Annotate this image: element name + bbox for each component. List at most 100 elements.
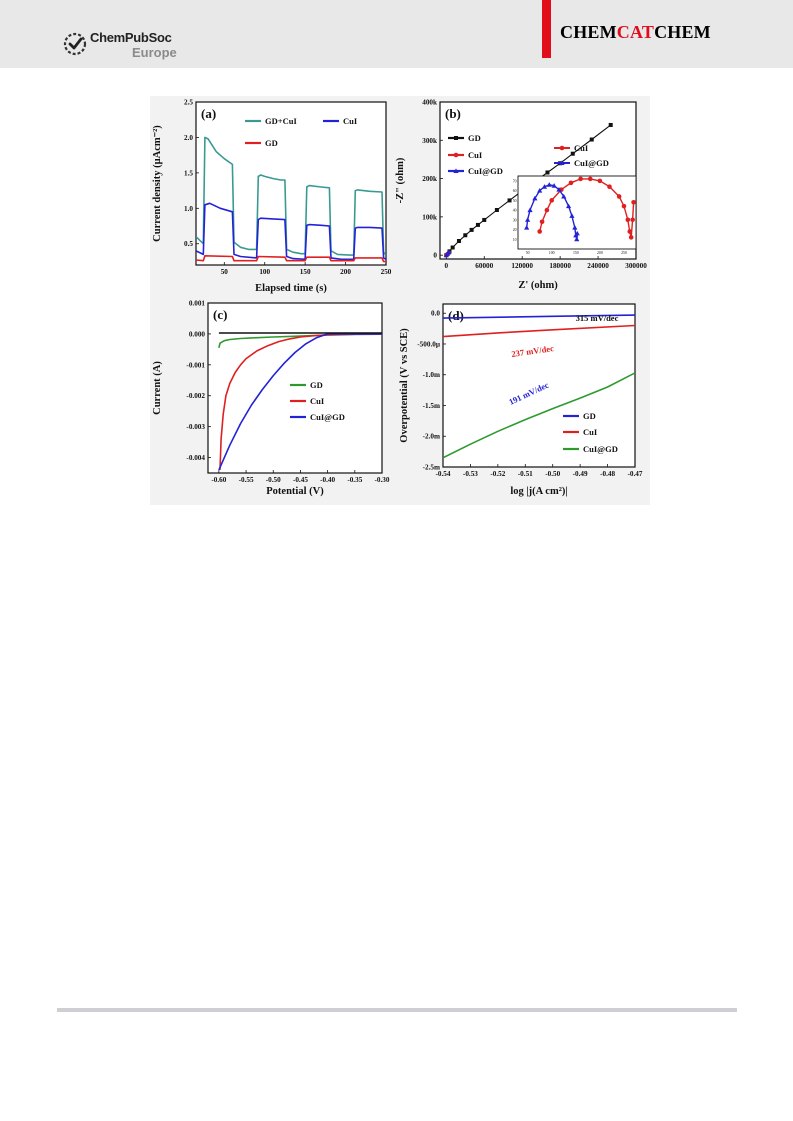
y-tick-label: -2.0m <box>423 433 440 441</box>
inset-data-point <box>537 188 543 193</box>
data-point <box>545 170 550 175</box>
inset-y-tick-label: 20 <box>513 228 517 232</box>
journal-title: CHEMCATCHEM <box>560 22 711 43</box>
x-tick-label: -0.52 <box>490 470 505 478</box>
data-point <box>494 207 499 212</box>
series-line-CuI@GD <box>218 333 382 471</box>
inset-data-point <box>539 219 545 225</box>
series-line-CuI <box>219 333 382 470</box>
publisher-name: ChemPubSoc <box>90 30 172 45</box>
panel-letter: (c) <box>213 307 227 322</box>
x-axis-label: Potential (V) <box>266 486 324 497</box>
data-point <box>463 233 468 238</box>
data-point <box>570 151 575 156</box>
inset-data-point <box>621 203 627 209</box>
inset-data-point <box>578 176 583 182</box>
y-tick-label: -500.0µ <box>417 340 441 348</box>
series-group <box>218 332 382 471</box>
legend-label: CuI@GD <box>468 166 503 176</box>
legend-marker <box>453 152 459 158</box>
legend-label: CuI@GD <box>583 444 618 454</box>
x-tick-label: -0.51 <box>518 470 533 478</box>
x-tick-label: 180000 <box>549 262 571 270</box>
inset-data-point <box>551 183 557 188</box>
inset-data-point <box>628 235 634 240</box>
plot-frame <box>207 302 383 474</box>
inset-x-tick-label: 100 <box>549 251 555 255</box>
slope-annotation: 315 mV/dec <box>576 313 619 323</box>
legend-label: GD <box>310 380 323 390</box>
x-tick-label: -0.53 <box>463 470 478 478</box>
inset-data-point <box>625 217 631 223</box>
legend-label: GD <box>468 133 481 143</box>
y-tick-label: -0.003 <box>186 423 205 431</box>
footer-divider <box>57 1008 737 1012</box>
panel-letter: (b) <box>445 106 461 121</box>
plot-frame <box>195 101 387 266</box>
x-tick-label: -0.30 <box>375 476 390 484</box>
y-tick-label: 100k <box>422 213 437 221</box>
chart-panel-1: 50 100 150 200 250 0.5 1.0 1.5 2.0 2.5 Elapsed tim… <box>152 99 392 295</box>
inset-x-tick-label: 250 <box>621 251 627 255</box>
x-tick-label: -0.49 <box>573 470 588 478</box>
data-point <box>475 222 480 227</box>
y-tick-label: 0 <box>433 252 437 260</box>
y-tick-label: 0.001 <box>189 300 206 308</box>
y-axis-label: Overpotential (V vs SCE) <box>399 328 410 443</box>
inset-data-point <box>527 207 533 213</box>
figure-panels: 50 100 150 200 250 0.5 1.0 1.5 2.0 2.5 Elapsed tim… <box>150 96 650 505</box>
y-tick-label: 300k <box>422 137 437 145</box>
chart-panel-3: -0.60 -0.55 -0.50 -0.45 -0.40 -0.35 -0.30 -0.00… <box>152 300 390 498</box>
x-tick-label: 0 <box>445 262 449 270</box>
series-line-GD <box>196 255 386 263</box>
x-tick-label: -0.35 <box>347 476 362 484</box>
inset-legend-label: CuI <box>574 143 589 153</box>
x-tick-label: 200 <box>340 268 351 276</box>
x-tick-label: 50 <box>221 268 229 276</box>
inset-data-point <box>631 199 636 205</box>
inset-data-point <box>549 198 555 203</box>
y-tick-label: -2.5m <box>423 464 440 472</box>
inset-legend-marker <box>559 160 565 165</box>
legend-label: CuI@GD <box>310 412 345 422</box>
x-tick-label: -0.55 <box>239 476 254 484</box>
x-axis-label: log |j(A cm²)| <box>510 486 567 497</box>
y-tick-label: 0.5 <box>184 240 193 248</box>
inset-y-tick-label: 30 <box>513 218 517 222</box>
x-tick-label: 120000 <box>511 262 533 270</box>
inset-data-point <box>627 229 633 234</box>
y-tick-label: 1.5 <box>184 169 193 177</box>
y-tick-label: 2.5 <box>184 99 193 107</box>
inset-data-point <box>525 217 531 222</box>
x-tick-label: -0.50 <box>545 470 560 478</box>
inset-data-point <box>561 193 567 199</box>
data-point <box>450 245 455 250</box>
data-point <box>456 239 461 244</box>
x-tick-label: 250 <box>381 268 392 276</box>
inset-data-point <box>537 229 542 234</box>
x-axis-label: Z' (ohm) <box>518 280 558 291</box>
series-line-GD <box>443 314 635 319</box>
inset-data-point <box>556 187 562 192</box>
y-tick-label: -0.002 <box>186 392 205 400</box>
legend-label: GD <box>583 411 596 421</box>
inset-data-point <box>524 224 530 230</box>
inset-data-point <box>546 182 552 187</box>
y-tick-label: -0.001 <box>186 361 205 369</box>
data-point <box>482 217 487 222</box>
x-tick-label: -0.47 <box>628 470 643 478</box>
inset-legend-marker <box>559 145 565 151</box>
x-tick-label: 240000 <box>587 262 609 270</box>
inset-data-point <box>532 195 538 201</box>
data-point <box>446 249 452 255</box>
inset-x-tick-label: 150 <box>573 251 579 255</box>
inset-data-point <box>568 180 574 186</box>
inset-data-point <box>569 213 575 218</box>
legend-label: CuI <box>310 396 325 406</box>
legend-label: GD <box>265 138 278 148</box>
inset-data-point <box>587 176 593 182</box>
header-band <box>0 0 793 68</box>
journal-title-part-2: CAT <box>616 22 655 42</box>
inset-chart: 50 100 150 200 250 10 20 30 40 50 60 70 CuI CuI@GD <box>513 143 637 255</box>
series-group <box>443 314 635 459</box>
